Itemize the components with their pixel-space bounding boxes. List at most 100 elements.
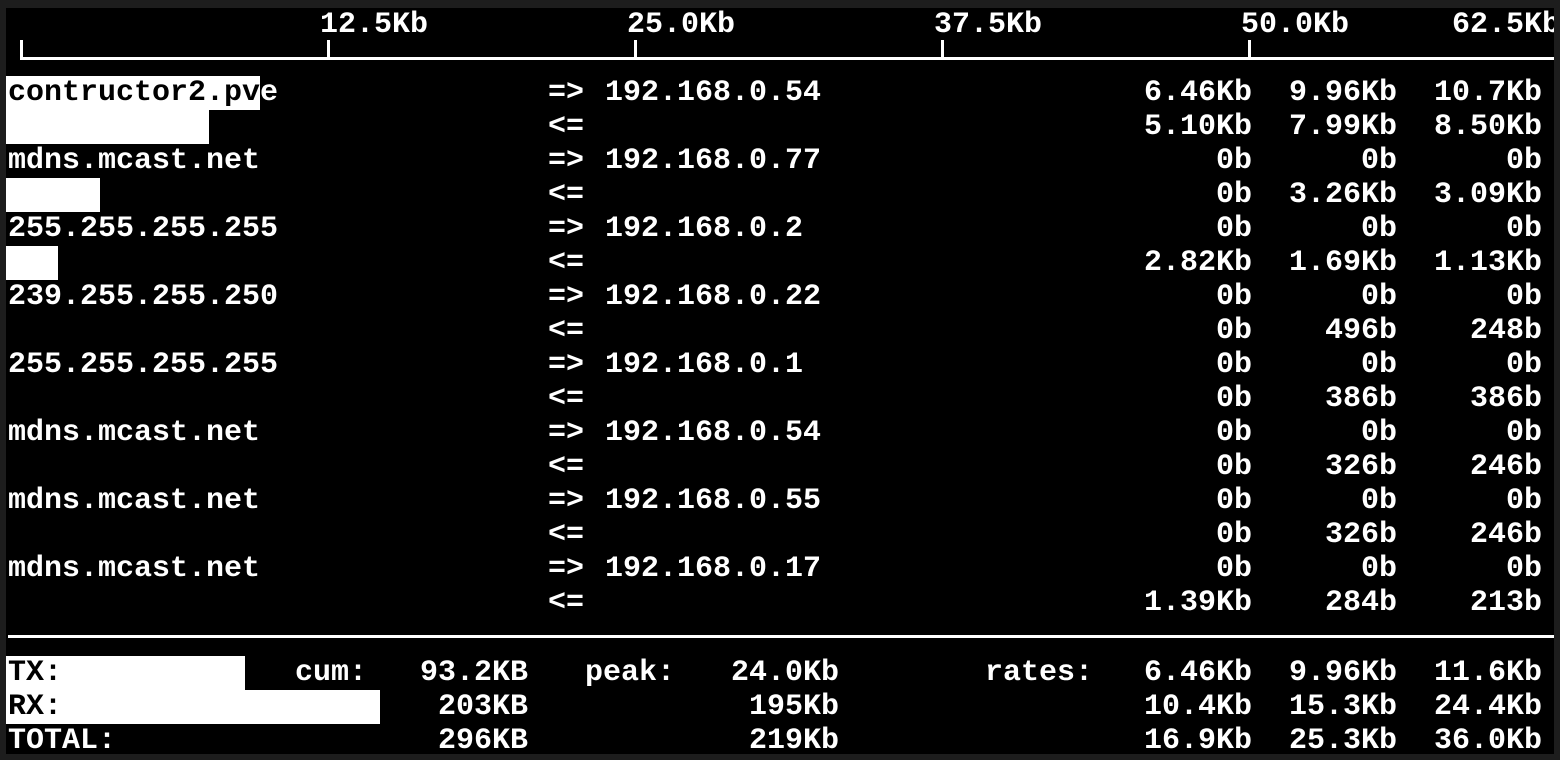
traffic-line: contructor2.pve => 192.168.0.54 6.46Kb 9…: [0, 76, 1560, 110]
rate-40s: 246b: [1469, 450, 1542, 484]
rate-2s: 0b: [1215, 178, 1252, 212]
traffic-line: <= 0b 3.26Kb 3.09Kb: [0, 178, 1560, 212]
rate-2s: 0b: [1215, 518, 1252, 552]
rate-40s: 24.4Kb: [1433, 690, 1542, 724]
host-selected-text: contructor2.pv: [8, 76, 261, 110]
rate-2s: 6.46Kb: [1143, 76, 1252, 110]
window-edge-right: [1554, 0, 1560, 760]
rate-40s: 213b: [1469, 586, 1542, 620]
direction-arrow: =>: [548, 552, 585, 586]
selection-overlay: [6, 656, 245, 690]
traffic-line: 255.255.255.255 => 192.168.0.1 0b 0b 0b: [0, 348, 1560, 382]
rate-2s: 0b: [1215, 212, 1252, 246]
direction-arrow: =>: [548, 484, 585, 518]
rate-10s: 496b: [1324, 314, 1397, 348]
rate-40s: 0b: [1505, 144, 1542, 178]
traffic-line: <= 0b 496b 248b: [0, 314, 1560, 348]
rate-10s: 284b: [1324, 586, 1397, 620]
host-text: mdns.mcast.net: [8, 144, 261, 178]
rate-2s: 0b: [1215, 382, 1252, 416]
cum-value: 296KB: [437, 724, 528, 758]
rate-2s: 1.39Kb: [1143, 586, 1252, 620]
scale-baseline: [20, 57, 1558, 60]
summary-row: TX: cum: 93.2KB peak: 24.0Kb rates: 6.46…: [0, 656, 1560, 690]
host-text: 239.255.255.250: [8, 280, 279, 314]
traffic-line: <= 5.10Kb 7.99Kb 8.50Kb: [0, 110, 1560, 144]
totals-separator: [8, 635, 1560, 638]
host-cell: 239.255.255.250: [8, 280, 278, 314]
peak-label: peak:: [585, 656, 676, 690]
rate-40s: 0b: [1505, 416, 1542, 450]
traffic-line: <= 0b 386b 386b: [0, 382, 1560, 416]
rate-2s: 16.9Kb: [1143, 724, 1252, 758]
host-cell: mdns.mcast.net: [8, 484, 260, 518]
rate-2s: 5.10Kb: [1143, 110, 1252, 144]
rate-10s: 25.3Kb: [1288, 724, 1397, 758]
rate-40s: 0b: [1505, 212, 1542, 246]
rate-10s: 3.26Kb: [1288, 178, 1397, 212]
rate-10s: 326b: [1324, 450, 1397, 484]
rate-40s: 11.6Kb: [1433, 656, 1542, 690]
selection-overlay: [6, 690, 380, 724]
traffic-line: <= 2.82Kb 1.69Kb 1.13Kb: [0, 246, 1560, 280]
rate-10s: 9.96Kb: [1288, 76, 1397, 110]
remote-host-cell: 192.168.0.54: [605, 416, 822, 450]
direction-arrow: <=: [548, 382, 585, 416]
direction-arrow: <=: [548, 518, 585, 552]
rate-2s: 0b: [1215, 416, 1252, 450]
direction-arrow: =>: [548, 280, 585, 314]
direction-arrow: =>: [548, 348, 585, 382]
rate-2s: 2.82Kb: [1143, 246, 1252, 280]
rate-10s: 386b: [1324, 382, 1397, 416]
summary-label: TX:: [8, 656, 63, 690]
window-edge-top: [0, 0, 1560, 8]
rate-40s: 8.50Kb: [1433, 110, 1542, 144]
summary-label: RX:: [8, 690, 63, 724]
scale-label: 62.5Kb: [1452, 8, 1560, 42]
selection-overlay: [6, 178, 100, 212]
summary-row: TOTAL: 296KB 219Kb 16.9Kb 25.3Kb 36.0Kb: [0, 724, 1560, 758]
direction-arrow: =>: [548, 76, 585, 110]
direction-arrow: <=: [548, 586, 585, 620]
remote-host-cell: 192.168.0.54: [605, 76, 822, 110]
scale-tick: [941, 40, 944, 58]
rate-40s: 246b: [1469, 518, 1542, 552]
host-cell: mdns.mcast.net: [8, 552, 260, 586]
traffic-line: 255.255.255.255 => 192.168.0.2 0b 0b 0b: [0, 212, 1560, 246]
host-cell: mdns.mcast.net: [8, 144, 260, 178]
host-text: mdns.mcast.net: [8, 416, 261, 450]
host-text: 255.255.255.255: [8, 348, 279, 382]
rates-label: rates:: [985, 656, 1094, 690]
peak-value: 195Kb: [748, 690, 839, 724]
rate-40s: 0b: [1505, 484, 1542, 518]
rate-10s: 15.3Kb: [1288, 690, 1397, 724]
rate-10s: 9.96Kb: [1288, 656, 1397, 690]
direction-arrow: =>: [548, 416, 585, 450]
rate-2s: 0b: [1215, 280, 1252, 314]
window-edge-left: [0, 0, 6, 760]
summary-row: RX: 203KB 195Kb 10.4Kb 15.3Kb 24.4Kb: [0, 690, 1560, 724]
host-cell: 255.255.255.255: [8, 212, 278, 246]
rate-40s: 0b: [1505, 348, 1542, 382]
host-cell: 255.255.255.255: [8, 348, 278, 382]
rate-40s: 3.09Kb: [1433, 178, 1542, 212]
direction-arrow: <=: [548, 110, 585, 144]
rate-2s: 0b: [1215, 552, 1252, 586]
rate-40s: 248b: [1469, 314, 1542, 348]
scale-tick: [634, 40, 637, 58]
remote-host-cell: 192.168.0.55: [605, 484, 822, 518]
rate-40s: 36.0Kb: [1433, 724, 1542, 758]
traffic-line: <= 0b 326b 246b: [0, 450, 1560, 484]
remote-host-cell: 192.168.0.77: [605, 144, 822, 178]
scale-label: 50.0Kb: [1241, 8, 1350, 42]
direction-arrow: =>: [548, 144, 585, 178]
rate-2s: 0b: [1215, 144, 1252, 178]
cum-label: cum:: [295, 656, 368, 690]
selection-overlay: [6, 246, 58, 280]
traffic-line: mdns.mcast.net => 192.168.0.55 0b 0b 0b: [0, 484, 1560, 518]
selection-overlay: [6, 110, 209, 144]
remote-host-cell: 192.168.0.17: [605, 552, 822, 586]
peak-value: 24.0Kb: [730, 656, 839, 690]
window-edge-bottom: [0, 754, 1560, 760]
